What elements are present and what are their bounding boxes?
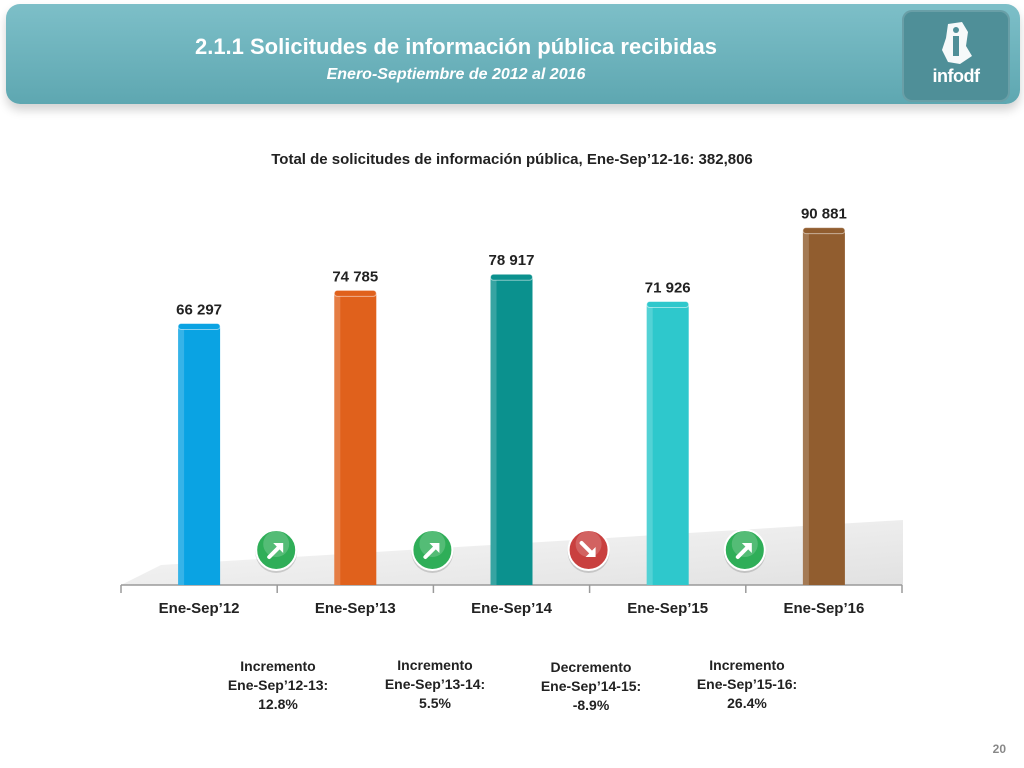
note-period: Ene-Sep’14-15:	[540, 678, 642, 694]
x-tick-label: Ene-Sep’16	[783, 600, 864, 617]
change-note-1: Incremento Ene-Sep’12-13: 12.8%	[203, 657, 353, 714]
header-banner: 2.1.1 Solicitudes de información pública…	[6, 4, 1020, 104]
note-type: Decremento	[550, 659, 632, 675]
x-tick-label: Ene-Sep’14	[471, 600, 553, 617]
arrow-down-right-icon	[567, 529, 610, 573]
x-tick-label: Ene-Sep’13	[315, 600, 396, 617]
page-title: 2.1.1 Solicitudes de información pública…	[194, 34, 718, 59]
bar-cap	[490, 273, 533, 281]
arrow-up-right-icon	[411, 529, 454, 573]
page-subtitle: Enero-Septiembre de 2012 al 2016	[326, 66, 586, 83]
bar-highlight	[490, 277, 497, 585]
bar	[334, 293, 377, 585]
bar-cap	[333, 289, 377, 297]
note-percent: -8.9%	[572, 697, 610, 713]
infodf-logo: infodf	[902, 10, 1010, 102]
bar	[490, 277, 533, 585]
bar-group	[802, 227, 846, 586]
bar-value-label: 90 881	[801, 206, 847, 223]
change-note-2: Incremento Ene-Sep’13-14: 5.5%	[360, 656, 510, 713]
note-type: Incremento	[397, 657, 473, 673]
chart-title: Total de solicitudes de información públ…	[271, 151, 753, 168]
bar-highlight	[802, 230, 809, 586]
bar-highlight	[646, 304, 653, 585]
note-percent: 5.5%	[419, 695, 451, 711]
note-period: Ene-Sep’13-14:	[384, 676, 486, 692]
x-tick-label: Ene-Sep’12	[159, 600, 240, 617]
bar-highlight	[334, 293, 341, 585]
note-period: Ene-Sep’12-13:	[227, 677, 329, 693]
bar-group	[177, 322, 221, 585]
bar-cap	[177, 322, 221, 330]
city-map-icon	[942, 22, 972, 64]
note-percent: 12.8%	[258, 696, 298, 712]
note-period: Ene-Sep’15-16:	[696, 676, 798, 692]
change-note-3: Decremento Ene-Sep’14-15: -8.9%	[516, 658, 666, 715]
bar-highlight	[178, 326, 185, 585]
arrow-up-right-icon	[723, 529, 766, 573]
bar-value-label: 78 917	[489, 252, 535, 269]
bar-value-label: 66 297	[176, 301, 222, 318]
bar-value-label: 74 785	[332, 268, 378, 285]
bar-cap	[802, 227, 846, 235]
note-percent: 26.4%	[727, 695, 767, 711]
note-type: Incremento	[240, 658, 316, 674]
bar-group	[490, 273, 533, 585]
change-note-4: Incremento Ene-Sep’15-16: 26.4%	[672, 656, 822, 713]
bar-group	[646, 300, 690, 585]
arrow-up-right-icon	[255, 529, 298, 573]
x-tick-label: Ene-Sep’15	[627, 600, 708, 617]
bar-group	[333, 289, 377, 585]
bar	[178, 326, 221, 585]
bar-value-label: 71 926	[645, 279, 691, 296]
page-number: 20	[992, 742, 1006, 756]
bar	[646, 304, 689, 585]
bar-cap	[646, 300, 690, 308]
bar	[802, 230, 845, 586]
logo-text: infodf	[932, 66, 980, 86]
note-type: Incremento	[709, 657, 785, 673]
